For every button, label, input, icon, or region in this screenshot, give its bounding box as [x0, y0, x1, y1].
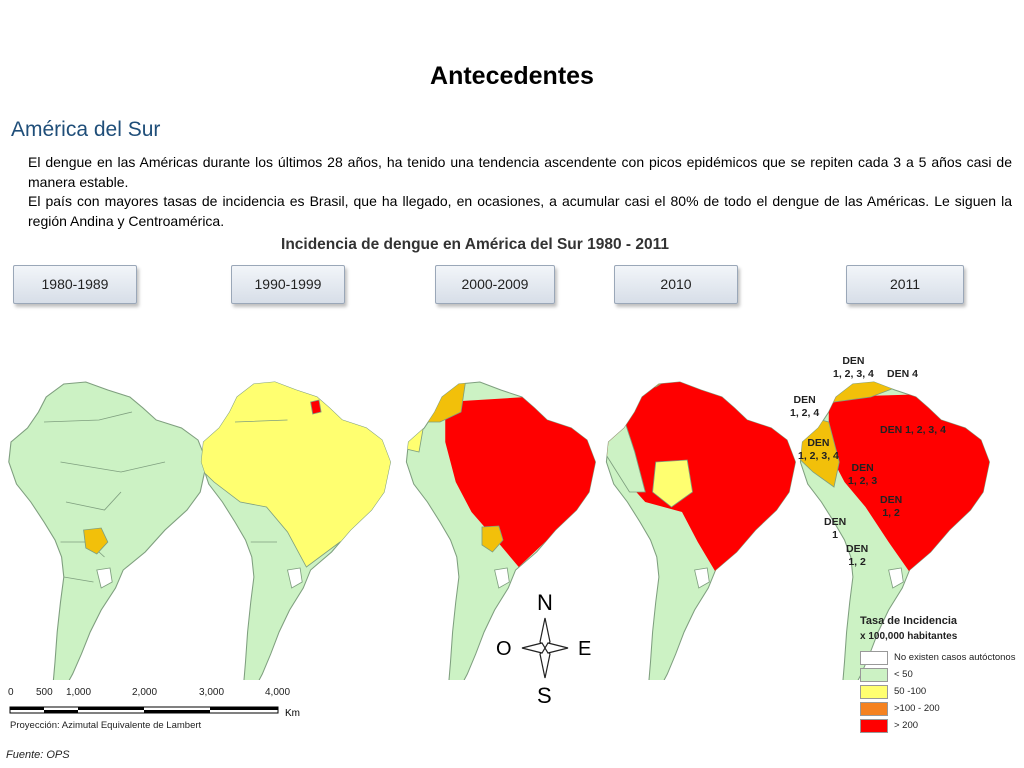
- legend-label: 50 -100: [894, 686, 927, 697]
- compass-west: O: [496, 638, 512, 660]
- region-white: [694, 567, 710, 589]
- region-orange: [83, 527, 109, 555]
- region-white: [286, 567, 303, 589]
- incidence-maps: [8, 381, 990, 680]
- region-yellow: [201, 382, 391, 568]
- scale-tick: 4,000: [265, 687, 291, 698]
- legend-item: > 200: [860, 717, 1020, 734]
- serotype-label: DEN 1, 2, 3, 4: [833, 355, 874, 380]
- figure-title: Incidencia de dengue en América del Sur …: [281, 236, 669, 253]
- serotype-label: DEN 1: [824, 516, 847, 541]
- scale-unit: Km: [285, 708, 300, 719]
- paragraph-2: El país con mayores tasas de incidencia …: [28, 193, 1012, 229]
- period-label-2011: 2011: [846, 265, 964, 304]
- page-title: Antecedentes: [430, 62, 594, 90]
- compass-east: E: [578, 638, 592, 660]
- country-borders: [234, 419, 288, 543]
- legend-label: No existen casos autóctonos: [894, 652, 1016, 663]
- serotype-label: DEN 1, 2: [846, 543, 869, 568]
- region-yellow: [406, 411, 425, 453]
- compass-rose: N S O E: [490, 590, 600, 715]
- period-label-2010: 2010: [614, 265, 738, 304]
- legend-label: < 50: [894, 669, 913, 680]
- legend: Tasa de Incidencia x 100,000 habitantes …: [860, 614, 1020, 734]
- region-white: [96, 567, 113, 589]
- serotype-label: DEN 1, 2: [880, 494, 903, 519]
- paragraph-1: El dengue en las Américas durante los úl…: [28, 154, 1012, 190]
- period-label-1990-1999: 1990-1999: [231, 265, 345, 304]
- region-orange-paraguay: [481, 525, 504, 553]
- compass-icon: [521, 617, 569, 679]
- compass-south: S: [537, 683, 552, 708]
- region-orange: [406, 382, 472, 423]
- country-borders: [43, 411, 166, 583]
- legend-swatch: [860, 701, 888, 716]
- map-1990-1999: [200, 381, 391, 680]
- scale-tick: 500: [36, 687, 53, 698]
- legend-label: > 200: [894, 720, 919, 731]
- scale-tick: 1,000: [66, 687, 92, 698]
- serotype-label: DEN 1, 2, 3, 4: [798, 437, 839, 462]
- scale-tick: 0: [8, 687, 14, 698]
- period-label-1980-1989: 1980-1989: [13, 265, 137, 304]
- period-label-2000-2009: 2000-2009: [435, 265, 555, 304]
- scale-bar: [9, 706, 279, 714]
- legend-swatch: [860, 684, 888, 699]
- legend-item: >100 - 200: [860, 700, 1020, 717]
- legend-subtitle: x 100,000 habitantes: [860, 631, 958, 642]
- legend-swatch: [860, 718, 888, 733]
- projection-note: Proyección: Azimutal Equivalente de Lamb…: [10, 720, 202, 731]
- map-2010: [605, 381, 796, 680]
- region-white: [494, 567, 510, 589]
- legend-swatch: [860, 667, 888, 682]
- legend-label: >100 - 200: [894, 703, 940, 714]
- scale-tick: 3,000: [199, 687, 225, 698]
- map-1980-1989: [8, 381, 208, 680]
- region-yellow-bolivia: [652, 459, 693, 508]
- legend-item: No existen casos autóctonos: [860, 649, 1020, 666]
- continent-shape: [8, 381, 208, 680]
- scale-tick: 2,000: [132, 687, 158, 698]
- legend-item: 50 -100: [860, 683, 1020, 700]
- serotype-label: DEN 1, 2, 3: [848, 462, 878, 487]
- source-note: Fuente: OPS: [6, 749, 70, 761]
- legend-title: Tasa de Incidencia: [860, 615, 958, 627]
- region-orange: [623, 382, 678, 388]
- region-red: [310, 399, 322, 415]
- region-white: [888, 567, 904, 589]
- serotype-label: DEN 1, 2, 3, 4: [880, 424, 946, 436]
- section-subtitle: América del Sur: [11, 118, 161, 141]
- legend-item: < 50: [860, 666, 1020, 683]
- legend-swatch: [860, 650, 888, 665]
- compass-north: N: [537, 590, 553, 615]
- body-text: El dengue en las Américas durante los úl…: [28, 153, 1012, 231]
- serotype-label: DEN 4: [887, 368, 918, 380]
- serotype-label: DEN 1, 2, 4: [790, 394, 820, 419]
